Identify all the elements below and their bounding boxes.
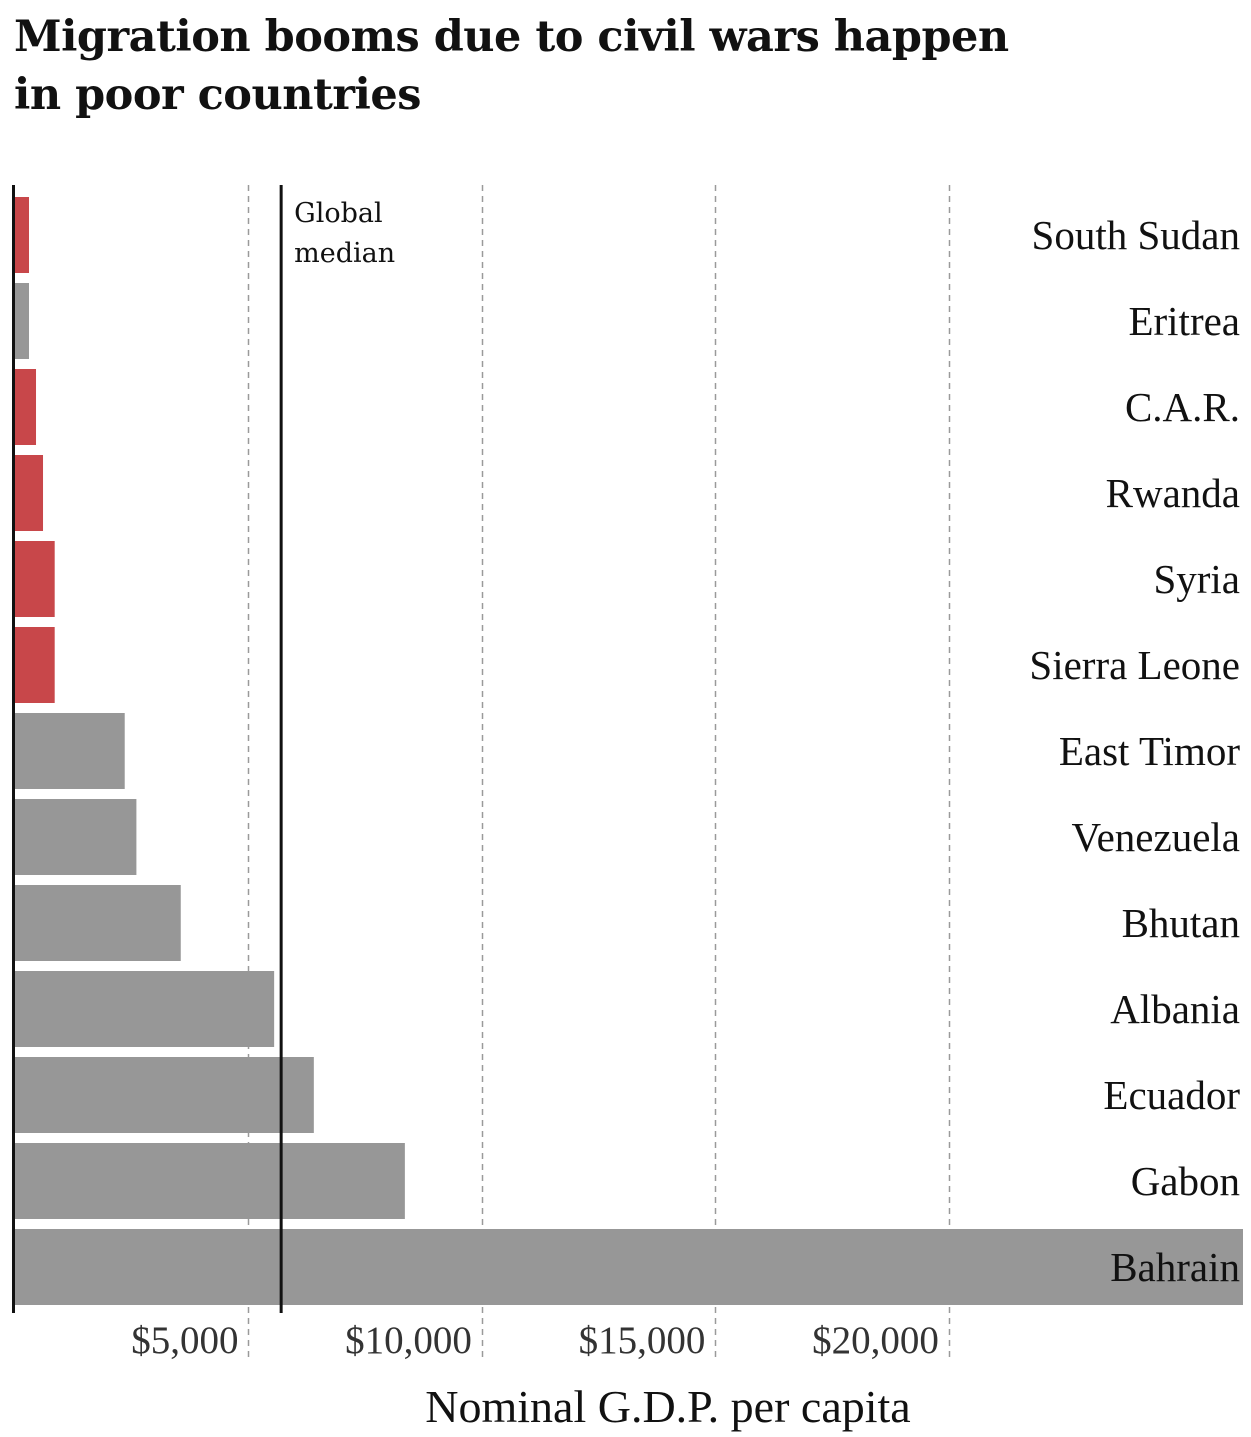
category-label: South Sudan [1032,212,1240,258]
global-median-label: Global median [294,198,395,269]
bar-bhutan [15,885,181,961]
category-label: Albania [1110,986,1240,1032]
x-axis-title: Nominal G.D.P. per capita [425,1381,910,1432]
gridlines [247,185,951,1358]
x-tick-label: $10,000 [345,1319,472,1362]
bar-ecuador [15,1057,314,1133]
category-labels: South Sudan Eritrea C.A.R. Rwanda Syria Sierr… [1029,212,1240,1290]
bar-bahrain [15,1229,1243,1305]
x-tick-label: $5,000 [131,1319,238,1362]
bar-sierra-leone [15,627,55,703]
category-label: Venezuela [1072,814,1240,860]
bar-east-timor [15,713,125,789]
category-label: Bhutan [1122,900,1240,946]
category-label: Gabon [1131,1158,1240,1204]
x-tick-label: $20,000 [812,1319,939,1362]
category-label: Rwanda [1106,470,1240,516]
category-label: Eritrea [1128,298,1240,344]
category-label: Ecuador [1103,1072,1240,1118]
category-label: Sierra Leone [1029,642,1240,688]
category-label: East Timor [1059,728,1240,774]
x-tick-labels: $5,000 $10,000 $15,000 $20,000 [131,1319,939,1362]
category-label: Bahrain [1110,1244,1240,1290]
bar-gabon [15,1143,405,1219]
bar-c-a-r [15,369,37,445]
bar-eritrea [15,283,30,359]
bar-venezuela [15,799,137,875]
bar-albania [15,971,275,1047]
bar-south-sudan [15,197,30,273]
bar-syria [15,541,55,617]
category-label: C.A.R. [1125,384,1240,430]
category-label: Syria [1153,556,1240,602]
bars [15,197,1243,1305]
x-tick-label: $15,000 [579,1319,706,1362]
chart-title: Migration booms due to civil wars happen… [14,12,1009,120]
bar-rwanda [15,455,44,531]
